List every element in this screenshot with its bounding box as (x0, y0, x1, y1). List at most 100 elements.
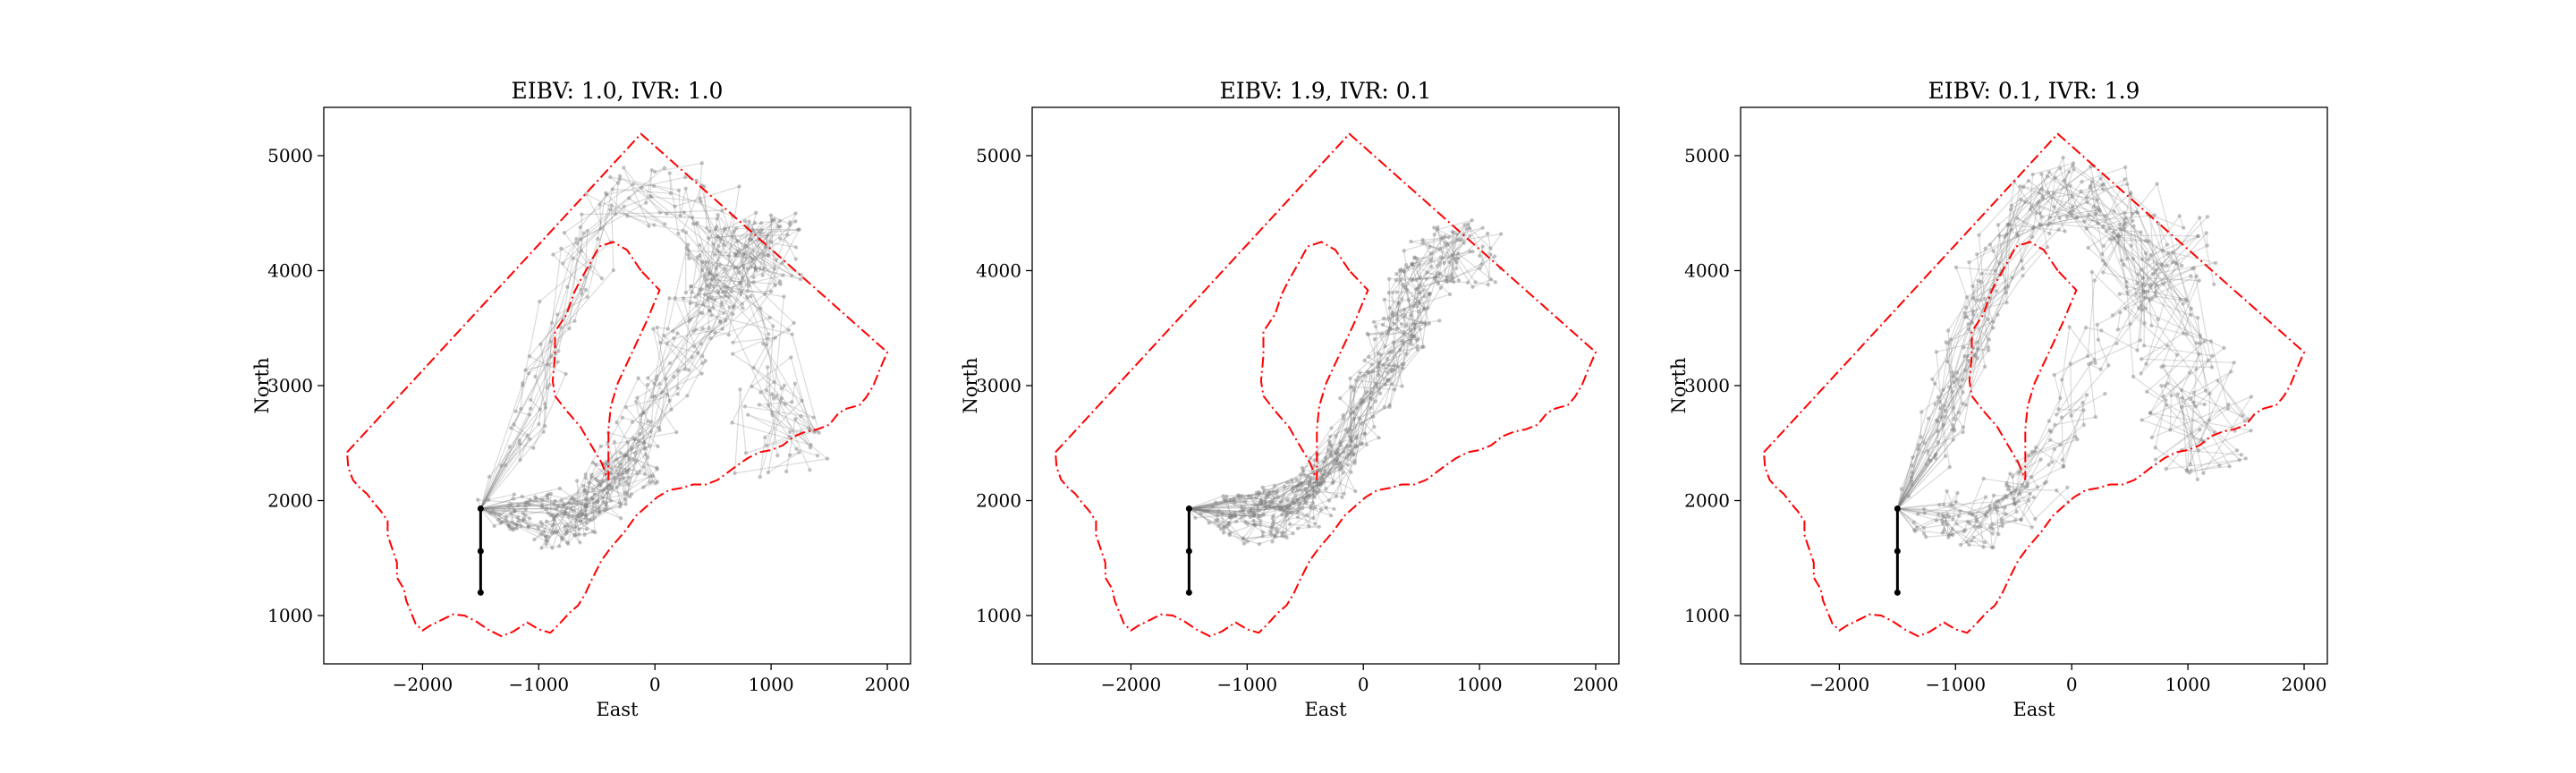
waypoint (597, 506, 601, 511)
y-tick-label: 3000 (267, 375, 313, 396)
waypoint (523, 513, 528, 517)
waypoint (2092, 278, 2097, 283)
waypoint (1466, 222, 1470, 226)
waypoint (2243, 456, 2248, 461)
waypoint (2226, 402, 2231, 407)
waypoint (811, 415, 816, 420)
waypoint (753, 267, 758, 271)
waypoint (1260, 533, 1266, 539)
waypoint (580, 292, 584, 296)
waypoint (773, 283, 777, 288)
trajectory-0 (1189, 231, 1455, 510)
waypoint (600, 479, 606, 483)
waypoint (1267, 489, 1272, 494)
waypoint (1410, 262, 1415, 267)
waypoint (2143, 251, 2148, 256)
waypoint (665, 327, 670, 331)
waypoint (555, 504, 560, 508)
waypoint (1386, 291, 1391, 295)
waypoint (1425, 306, 1430, 310)
trajectory-15 (1896, 185, 2246, 509)
waypoint (735, 266, 740, 270)
waypoint (627, 456, 631, 462)
waypoint (1334, 494, 1339, 498)
waypoint (1324, 487, 1328, 491)
waypoint (1456, 251, 1461, 256)
waypoint (540, 522, 545, 527)
waypoint (1979, 524, 1983, 529)
waypoint (2178, 297, 2182, 302)
waypoint (1341, 413, 1345, 418)
waypoint (1911, 520, 1916, 524)
trajectory-24 (479, 170, 740, 509)
waypoint (693, 327, 698, 332)
waypoint (2010, 474, 2015, 479)
waypoint (739, 289, 743, 293)
waypoint (579, 514, 583, 518)
waypoint (2165, 242, 2170, 247)
waypoint (1269, 532, 1274, 537)
waypoint (1345, 463, 1351, 467)
waypoint (519, 406, 523, 412)
waypoint (1443, 234, 1447, 239)
waypoint (2038, 222, 2042, 227)
waypoint (1295, 498, 1300, 503)
waypoint (2196, 234, 2200, 238)
waypoint (1260, 485, 1265, 489)
waypoint (1338, 467, 1343, 472)
waypoint (2134, 292, 2139, 296)
waypoint (2003, 505, 2007, 510)
waypoint (655, 480, 660, 484)
waypoint (623, 490, 627, 495)
waypoint (513, 522, 518, 527)
y-tick-label: 4000 (1684, 259, 1730, 281)
waypoint (1973, 353, 1978, 358)
waypoint (1992, 502, 1996, 507)
waypoint (2161, 395, 2165, 399)
waypoint (555, 530, 559, 534)
waypoint (499, 520, 504, 524)
waypoint (2123, 221, 2128, 225)
waypoint (511, 526, 515, 531)
waypoint (2197, 278, 2201, 283)
waypoint (741, 252, 746, 257)
waypoint (2140, 276, 2145, 280)
waypoint (687, 368, 691, 372)
waypoint (2112, 209, 2116, 214)
waypoint (797, 450, 801, 454)
waypoint (563, 509, 567, 514)
waypoint (520, 494, 524, 499)
waypoint (1251, 511, 1257, 515)
waypoint (2005, 285, 2011, 289)
waypoint (719, 302, 724, 308)
trajectory-13 (480, 214, 801, 515)
waypoint (2191, 390, 2196, 395)
waypoint (724, 319, 728, 323)
waypoint (2145, 289, 2149, 293)
waypoint (551, 252, 555, 257)
waypoint (726, 253, 732, 259)
waypoint (1450, 253, 1455, 258)
waypoint (665, 341, 670, 345)
trajectory-27 (1897, 259, 2151, 516)
waypoint (2063, 229, 2067, 234)
waypoint (622, 166, 626, 170)
waypoint (1953, 499, 1958, 505)
waypoint (676, 369, 681, 373)
waypoint (1438, 285, 1444, 290)
waypoint (2142, 321, 2147, 326)
waypoint (2086, 245, 2090, 251)
waypoint (604, 460, 609, 464)
waypoint (2097, 208, 2102, 212)
waypoint (1361, 399, 1367, 403)
waypoint (2165, 264, 2169, 268)
waypoint (764, 388, 769, 393)
waypoint (519, 523, 523, 528)
chart-title: EIBV: 1.0, IVR: 1.0 (512, 78, 724, 104)
waypoint (1305, 513, 1309, 518)
waypoint (675, 386, 680, 390)
waypoint (596, 236, 600, 242)
trajectory-38 (480, 442, 645, 541)
waypoint (1360, 400, 1365, 404)
trajectory-15 (477, 222, 802, 520)
